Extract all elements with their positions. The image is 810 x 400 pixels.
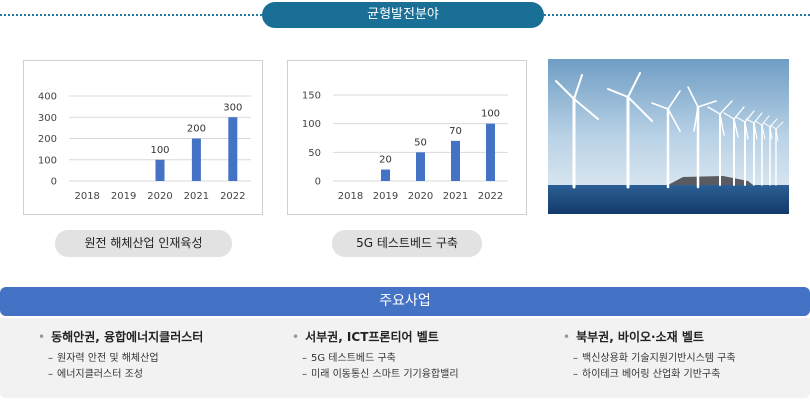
project-column-west: • 서부권, ICT프론티어 벨트 –5G 테스트베드 구축 – 미래 이동통신 스… xyxy=(292,328,459,383)
y-tick-label: 150 xyxy=(302,91,321,102)
project-title: • 북부권, 바이오·소재 벨트 xyxy=(563,330,704,344)
bar xyxy=(155,159,165,181)
chart-5g-testbed: 0 50 100 150 2018 20 2019 50 2020 70 2021 100 2022 xyxy=(287,60,527,215)
x-tick-label: 2019 xyxy=(111,191,136,202)
data-label: 20 xyxy=(379,155,392,166)
bar xyxy=(451,140,460,181)
x-tick-label: 2018 xyxy=(74,191,99,202)
chart-nuclear-training: 0 100 200 300 400 2018 2019 100 2020 200 2021 300 20… xyxy=(23,60,263,215)
list-item: – 미래 이동통신 스마트 기기융합밸리 xyxy=(302,369,459,380)
caption-nuclear-training: 원전 해체산업 인재육성 xyxy=(55,230,232,257)
bullet-dot-icon: • xyxy=(563,330,571,344)
list-item: – 에너지클러스터 조성 xyxy=(48,369,143,380)
data-label: 50 xyxy=(414,137,427,148)
y-tick-label: 100 xyxy=(302,119,321,130)
y-tick-label: 50 xyxy=(308,148,321,159)
project-title: • 동해안권, 융합에너지클러스터 xyxy=(38,330,204,344)
project-items: – 백신상용화 기술지원기반시스템 구축 – 하이테크 베어링 산업화 기반구축 xyxy=(563,351,736,383)
caption-5g-testbed: 5G 테스트베드 구축 xyxy=(332,230,482,257)
dash-icon: – xyxy=(48,369,53,380)
wind-turbines-photo xyxy=(548,59,789,214)
x-tick-label: 2021 xyxy=(443,191,468,202)
y-tick-label: 0 xyxy=(315,177,321,188)
data-label: 300 xyxy=(223,102,242,113)
project-title: • 서부권, ICT프론티어 벨트 xyxy=(292,330,439,344)
x-tick-label: 2019 xyxy=(373,191,398,202)
bar xyxy=(486,123,495,181)
dash-icon: – xyxy=(573,353,578,364)
bullet-dot-icon: • xyxy=(38,330,46,344)
x-tick-label: 2022 xyxy=(220,191,245,202)
section-divider-left xyxy=(0,14,262,16)
dash-icon: – xyxy=(302,353,307,364)
data-label: 100 xyxy=(481,109,500,120)
project-items: – 원자력 안전 및 해체산업 – 에너지클러스터 조성 xyxy=(38,351,203,383)
project-column-east: • 동해안권, 융합에너지클러스터 – 원자력 안전 및 해체산업 – 에너지클러스터… xyxy=(38,328,203,383)
dash-icon: – xyxy=(48,353,53,364)
list-item: – 백신상용화 기술지원기반시스템 구축 xyxy=(573,353,736,364)
x-tick-label: 2020 xyxy=(408,191,433,202)
chart-5g-testbed-svg: 0 50 100 150 2018 20 2019 50 2020 70 2021 100 2022 xyxy=(302,91,508,202)
x-tick-label: 2018 xyxy=(338,191,363,202)
main-projects-panel: • 동해안권, 융합에너지클러스터 – 원자력 안전 및 해체산업 – 에너지클러스터… xyxy=(0,318,810,398)
y-tick-label: 100 xyxy=(38,155,57,166)
bar xyxy=(381,169,390,181)
list-item: – 하이테크 베어링 산업화 기반구축 xyxy=(573,369,721,380)
bar xyxy=(228,117,238,181)
x-tick-label: 2021 xyxy=(184,191,209,202)
data-label: 100 xyxy=(150,145,169,156)
section-divider-right xyxy=(544,14,810,16)
y-tick-label: 300 xyxy=(38,113,57,124)
bullet-dot-icon: • xyxy=(292,330,300,344)
dash-icon: – xyxy=(573,369,578,380)
list-item: – 원자력 안전 및 해체산업 xyxy=(48,353,159,364)
y-tick-label: 400 xyxy=(38,92,57,103)
y-tick-label: 200 xyxy=(38,134,57,145)
data-label: 200 xyxy=(187,124,206,135)
section-title: 균형발전분야 xyxy=(262,2,544,28)
x-tick-label: 2022 xyxy=(478,191,503,202)
project-items: –5G 테스트베드 구축 – 미래 이동통신 스마트 기기융합밸리 xyxy=(292,351,459,383)
chart-nuclear-training-svg: 0 100 200 300 400 2018 2019 100 2020 200 2021 300 20… xyxy=(38,92,251,202)
bar xyxy=(416,152,425,181)
x-tick-label: 2020 xyxy=(147,191,172,202)
data-label: 70 xyxy=(449,126,462,137)
project-column-north: • 북부권, 바이오·소재 벨트 – 백신상용화 기술지원기반시스템 구축 – 하이테… xyxy=(563,328,736,383)
dash-icon: – xyxy=(302,369,307,380)
main-projects-title: 주요사업 xyxy=(0,287,810,316)
list-item: –5G 테스트베드 구축 xyxy=(302,353,396,364)
y-tick-label: 0 xyxy=(51,177,57,188)
bar xyxy=(191,138,201,181)
